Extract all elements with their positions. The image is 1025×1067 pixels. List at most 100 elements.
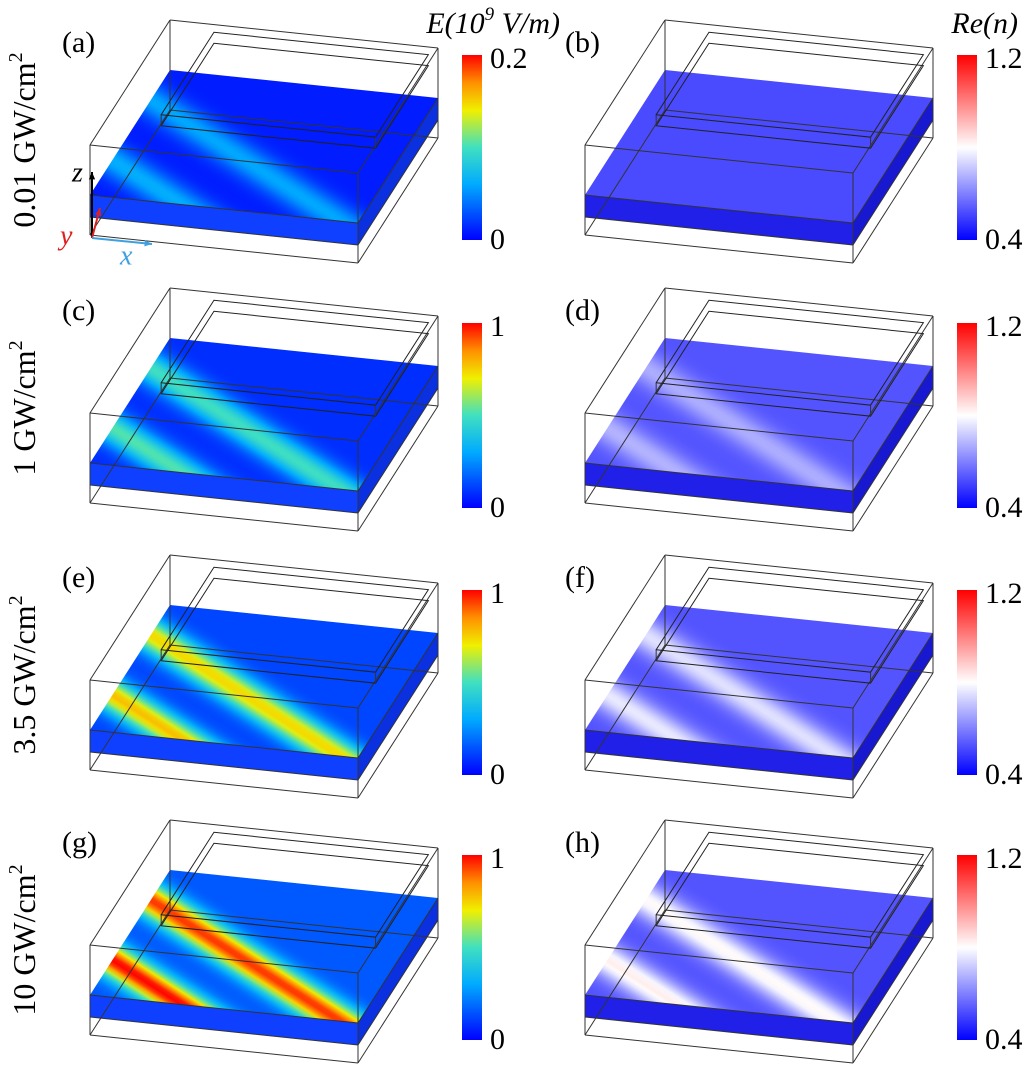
box-edge (169, 554, 439, 584)
colorbar (462, 323, 482, 508)
slab-side (358, 366, 438, 513)
panel: (f) 1.2 0.4 (565, 554, 1023, 799)
box-edge (584, 484, 854, 514)
colorbar (462, 855, 482, 1040)
box-edge (584, 729, 854, 759)
box-edge (664, 109, 934, 139)
row-label: 1 GW/cm2 (5, 340, 43, 475)
box-edge (169, 377, 439, 407)
box-edge (852, 582, 934, 709)
box-edge (584, 1016, 854, 1046)
box-edge (357, 937, 439, 1064)
box-edge (584, 216, 854, 246)
box-edge (89, 377, 171, 504)
row-label: 10 GW/cm2 (5, 864, 43, 1015)
slab-side (358, 898, 438, 1045)
box-edge (852, 97, 934, 224)
box-edge (584, 144, 854, 174)
colorbar-min: 0 (490, 223, 505, 256)
box-edge (357, 632, 439, 759)
box-edge (89, 909, 171, 1036)
slab-front (90, 730, 358, 780)
box-edge (584, 234, 854, 264)
box-edge (584, 644, 666, 771)
box-edge (584, 994, 854, 1024)
colorbar-min: 0.4 (985, 223, 1023, 256)
box-edge (852, 632, 934, 759)
colorbar-title: E(109 V/m) (425, 4, 560, 40)
panel-label: (d) (565, 294, 600, 327)
box-edge (852, 405, 934, 532)
field-surface (585, 338, 933, 491)
resonator-outline (655, 310, 925, 417)
box-edge (664, 819, 934, 849)
row-label: 3.5 GW/cm2 (5, 595, 43, 754)
box-edge (664, 377, 934, 407)
box-edge (89, 194, 359, 224)
box-edge (357, 672, 439, 799)
box-edge (584, 287, 666, 414)
panel-label: (a) (62, 26, 95, 59)
slab-side (853, 366, 933, 513)
box-edge (89, 412, 359, 442)
panel-label: (h) (565, 826, 600, 859)
box-edge (852, 365, 934, 492)
panel: (c) 1 0 (62, 287, 505, 532)
arrow-head (95, 208, 102, 216)
slab-front (90, 995, 358, 1045)
panel: (b) 1.2 0.4 (565, 19, 1023, 264)
colorbar-min: 0.4 (985, 758, 1023, 791)
resonator-outline (655, 566, 925, 673)
panel: (e) 1 0 (62, 554, 505, 799)
field-surface (585, 70, 933, 223)
panel: (g) 1 0 (62, 819, 505, 1064)
slab-front (90, 463, 358, 513)
colorbar-min: 0 (490, 758, 505, 791)
resonator-outline (160, 42, 430, 149)
box-edge (584, 679, 854, 709)
box-edge (357, 847, 439, 974)
box-edge (89, 994, 359, 1024)
slab-front (585, 195, 853, 245)
resonator-outline (160, 299, 430, 406)
slab-front (90, 195, 358, 245)
panel-label: (g) (62, 826, 97, 859)
resonator-outline (655, 31, 925, 138)
field-surface (585, 870, 933, 1023)
colorbar (957, 323, 977, 508)
box-edge (89, 769, 359, 799)
box-edge (584, 19, 666, 146)
resonator-outline (160, 566, 430, 673)
slab-side (853, 98, 933, 245)
box-edge (584, 944, 854, 974)
row-label: 0.01 GW/cm2 (5, 52, 43, 227)
box-edge (89, 19, 171, 146)
colorbar-max: 1.2 (985, 842, 1023, 875)
resonator-outline (655, 831, 925, 938)
field-surface (585, 605, 933, 758)
colorbar (957, 55, 977, 240)
panel-label: (b) (565, 26, 600, 59)
slab-side (358, 633, 438, 780)
box-edge (89, 944, 359, 974)
box-edge (664, 554, 934, 584)
box-edge (852, 654, 934, 781)
box-edge (89, 144, 359, 174)
panel: (a) 0.2 0 (62, 19, 528, 264)
box-edge (852, 387, 934, 514)
box-edge (584, 194, 854, 224)
box-edge (89, 554, 171, 681)
box-edge (584, 909, 666, 1036)
box-edge (584, 109, 666, 236)
colorbar-min: 0.4 (985, 1023, 1023, 1056)
box-edge (852, 137, 934, 264)
slab-side (853, 898, 933, 1045)
box-edge (852, 119, 934, 246)
box-edge (852, 897, 934, 1024)
box-edge (852, 672, 934, 799)
box-edge (169, 19, 439, 49)
panel-label: (c) (62, 294, 95, 327)
box-edge (664, 19, 934, 49)
box-edge (89, 484, 359, 514)
